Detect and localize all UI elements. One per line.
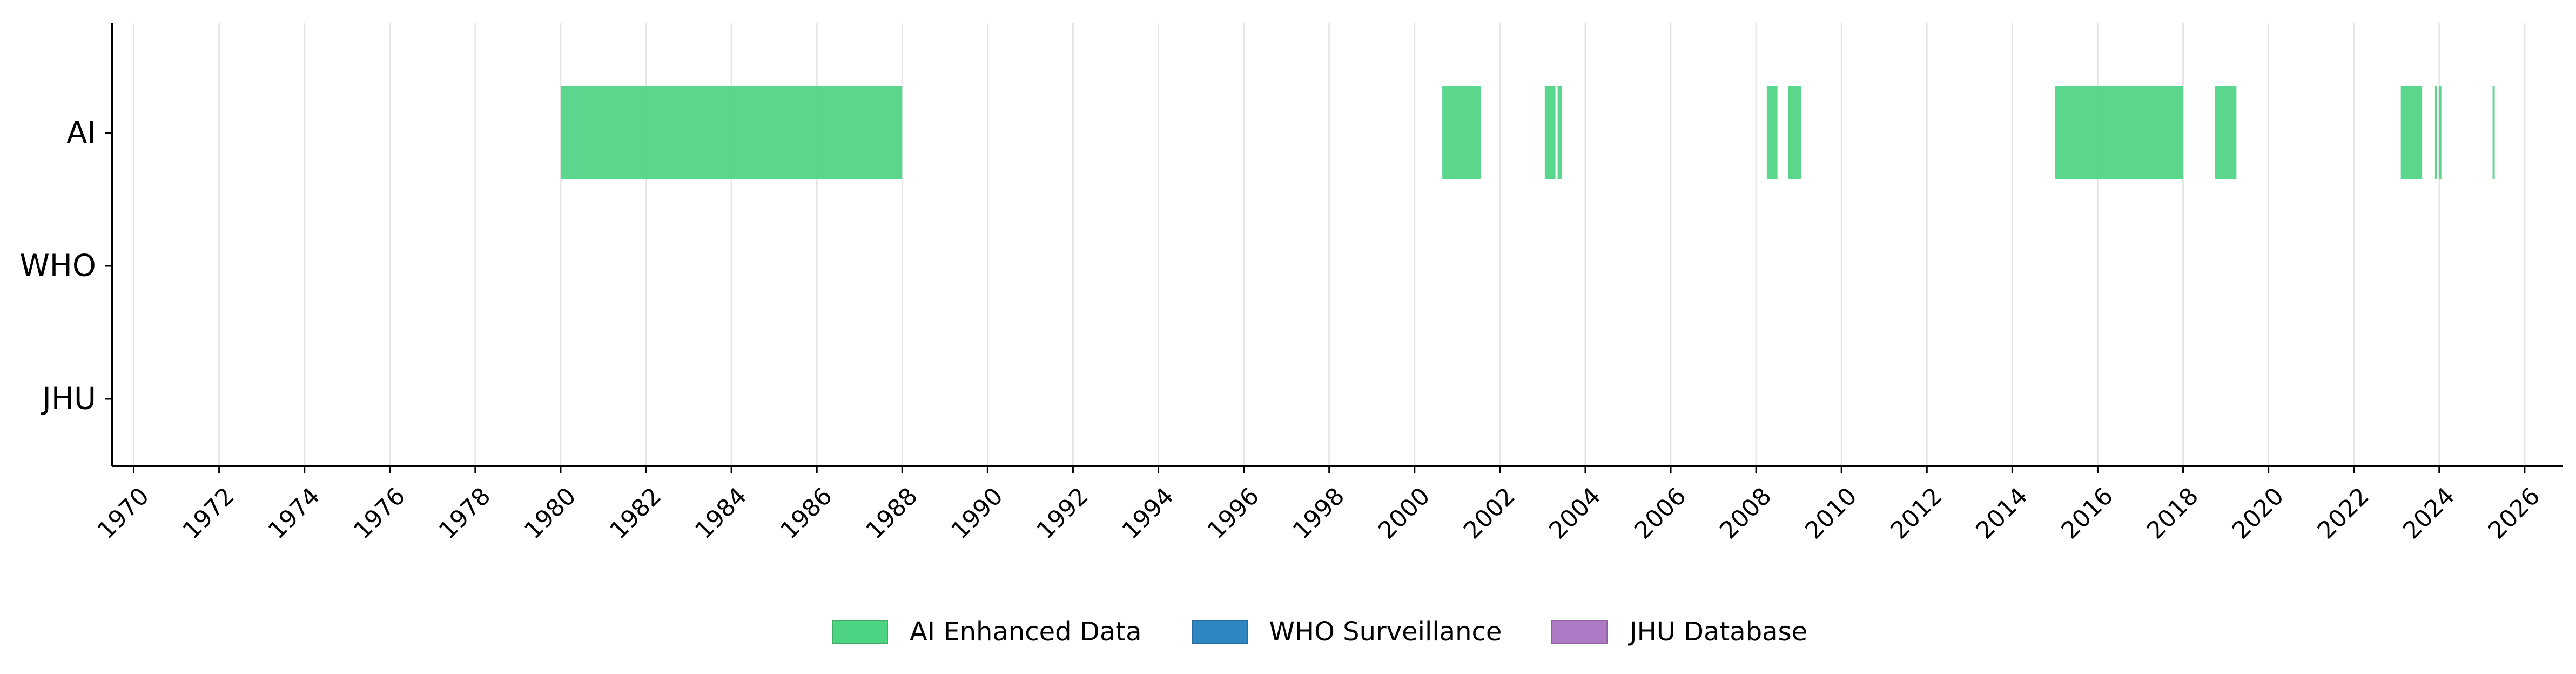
bar-ai-4: [1766, 86, 1778, 179]
x-tick-label-2026: 2026: [2483, 482, 2545, 544]
x-tick-label-2012: 2012: [1885, 482, 1947, 544]
bar-ai-9: [2434, 86, 2437, 179]
x-tick-label-1970: 1970: [92, 482, 154, 544]
x-tick-label-1998: 1998: [1288, 482, 1350, 544]
legend-swatch-jhu: [1551, 620, 1608, 644]
x-tick-label-1996: 1996: [1202, 482, 1265, 544]
x-tick-label-2008: 2008: [1714, 482, 1777, 544]
x-tick-label-1992: 1992: [1032, 482, 1094, 544]
x-tick-label-2014: 2014: [1971, 482, 2033, 544]
x-tick-label-2010: 2010: [1800, 482, 1862, 544]
data-bars: [560, 86, 2495, 179]
x-ticks: 1970 1972 1974 1976 1978 1980 1982 1984 1986 1988…: [92, 466, 2545, 545]
bar-ai-10: [2439, 86, 2442, 179]
x-tick-label-2002: 2002: [1458, 482, 1521, 544]
x-tick-label-2016: 2016: [2056, 482, 2118, 544]
y-tick-label-who: WHO: [19, 249, 96, 284]
legend: AI Enhanced Data WHO Surveillance JHU Da…: [832, 613, 1807, 651]
x-tick-label-2024: 2024: [2398, 482, 2460, 544]
x-tick-label-1984: 1984: [690, 482, 752, 544]
bar-ai-2: [1544, 86, 1556, 179]
y-tick-label-ai: AI: [66, 116, 96, 151]
legend-label-who: WHO Surveillance: [1269, 617, 1502, 647]
bar-ai-0: [560, 86, 903, 179]
bar-ai-3: [1557, 86, 1562, 179]
legend-swatch-who: [1191, 620, 1248, 644]
bar-ai-8: [2400, 86, 2423, 179]
x-tick-label-2000: 2000: [1373, 482, 1435, 544]
x-tick-label-2022: 2022: [2312, 482, 2375, 544]
x-tick-label-2020: 2020: [2227, 482, 2289, 544]
legend-label-ai: AI Enhanced Data: [910, 617, 1142, 647]
x-tick-label-1990: 1990: [946, 482, 1008, 544]
legend-item-ai: AI Enhanced Data: [832, 619, 1142, 645]
bar-ai-5: [1788, 86, 1801, 179]
legend-item-jhu: JHU Database: [1551, 619, 1807, 645]
x-tick-label-2006: 2006: [1629, 482, 1691, 544]
legend-item-who: WHO Surveillance: [1191, 617, 1502, 647]
x-tick-label-2004: 2004: [1544, 482, 1606, 544]
x-tick-label-2018: 2018: [2142, 482, 2204, 544]
x-tick-label-1978: 1978: [434, 482, 496, 544]
x-tick-label-1974: 1974: [263, 482, 325, 544]
legend-swatch-ai: [832, 620, 888, 644]
x-tick-label-1986: 1986: [775, 482, 837, 544]
x-tick-label-1980: 1980: [519, 482, 581, 544]
bar-ai-11: [2492, 86, 2495, 179]
x-tick-label-1994: 1994: [1117, 482, 1179, 544]
legend-label-jhu: JHU Database: [1629, 617, 1808, 647]
x-tick-label-1982: 1982: [604, 482, 667, 544]
y-ticks: AI WHO JHU: [19, 116, 112, 417]
bar-ai-7: [2215, 86, 2237, 179]
bar-ai-1: [1442, 86, 1481, 179]
axes: [111, 23, 2563, 467]
bar-ai-6: [2055, 86, 2183, 179]
x-tick-label-1988: 1988: [860, 482, 923, 544]
y-tick-label-jhu: JHU: [41, 382, 96, 417]
x-tick-label-1976: 1976: [348, 482, 411, 544]
x-tick-label-1972: 1972: [178, 482, 240, 544]
